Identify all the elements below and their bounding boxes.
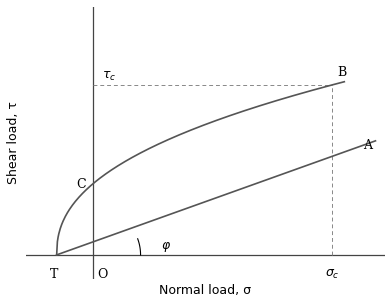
Text: $\sigma_c$: $\sigma_c$ [325, 268, 339, 281]
Text: T: T [50, 268, 58, 281]
Text: $\tau_c$: $\tau_c$ [102, 69, 116, 82]
Text: C: C [76, 178, 85, 191]
X-axis label: Normal load, σ: Normal load, σ [159, 284, 251, 297]
Y-axis label: Shear load, τ: Shear load, τ [7, 101, 20, 184]
Text: B: B [337, 66, 347, 79]
Text: A: A [363, 140, 372, 153]
Text: O: O [97, 268, 108, 281]
Text: $\varphi$: $\varphi$ [161, 240, 171, 254]
